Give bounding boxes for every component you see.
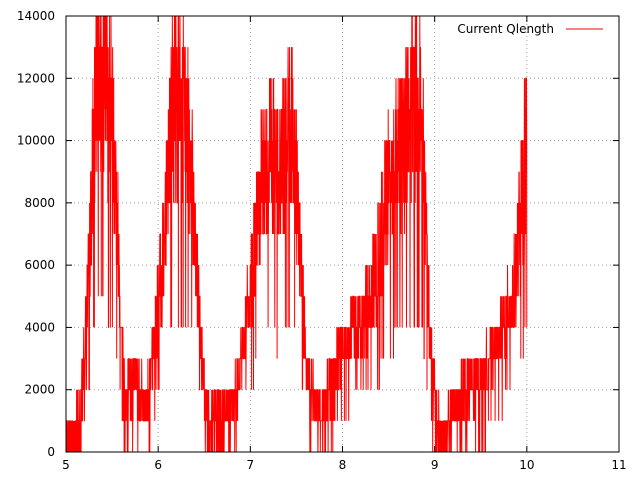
x-tick-label: 11 [611, 458, 626, 472]
series-line [66, 15, 528, 453]
y-tick-label: 8000 [24, 196, 55, 210]
y-tick-label: 12000 [17, 71, 55, 85]
series-layer [66, 15, 528, 453]
x-tick-label: 9 [431, 458, 439, 472]
y-tick-label: 10000 [17, 134, 55, 148]
legend-label: Current Qlength [457, 22, 554, 36]
y-tick-label: 0 [47, 445, 55, 459]
y-tick-label: 4000 [24, 320, 55, 334]
y-tick-label: 2000 [24, 383, 55, 397]
axis-ticks: 5 6 7 8 9 10 11 0 2000 4000 6000 8000 10000 12000 1400… [17, 9, 627, 472]
x-tick-label: 8 [339, 458, 347, 472]
y-tick-label: 6000 [24, 258, 55, 272]
x-tick-label: 7 [247, 458, 255, 472]
y-tick-label: 14000 [17, 9, 55, 23]
x-tick-label: 10 [519, 458, 534, 472]
legend: Current Qlength [457, 22, 603, 36]
x-tick-label: 5 [62, 458, 70, 472]
x-tick-label: 6 [154, 458, 162, 472]
